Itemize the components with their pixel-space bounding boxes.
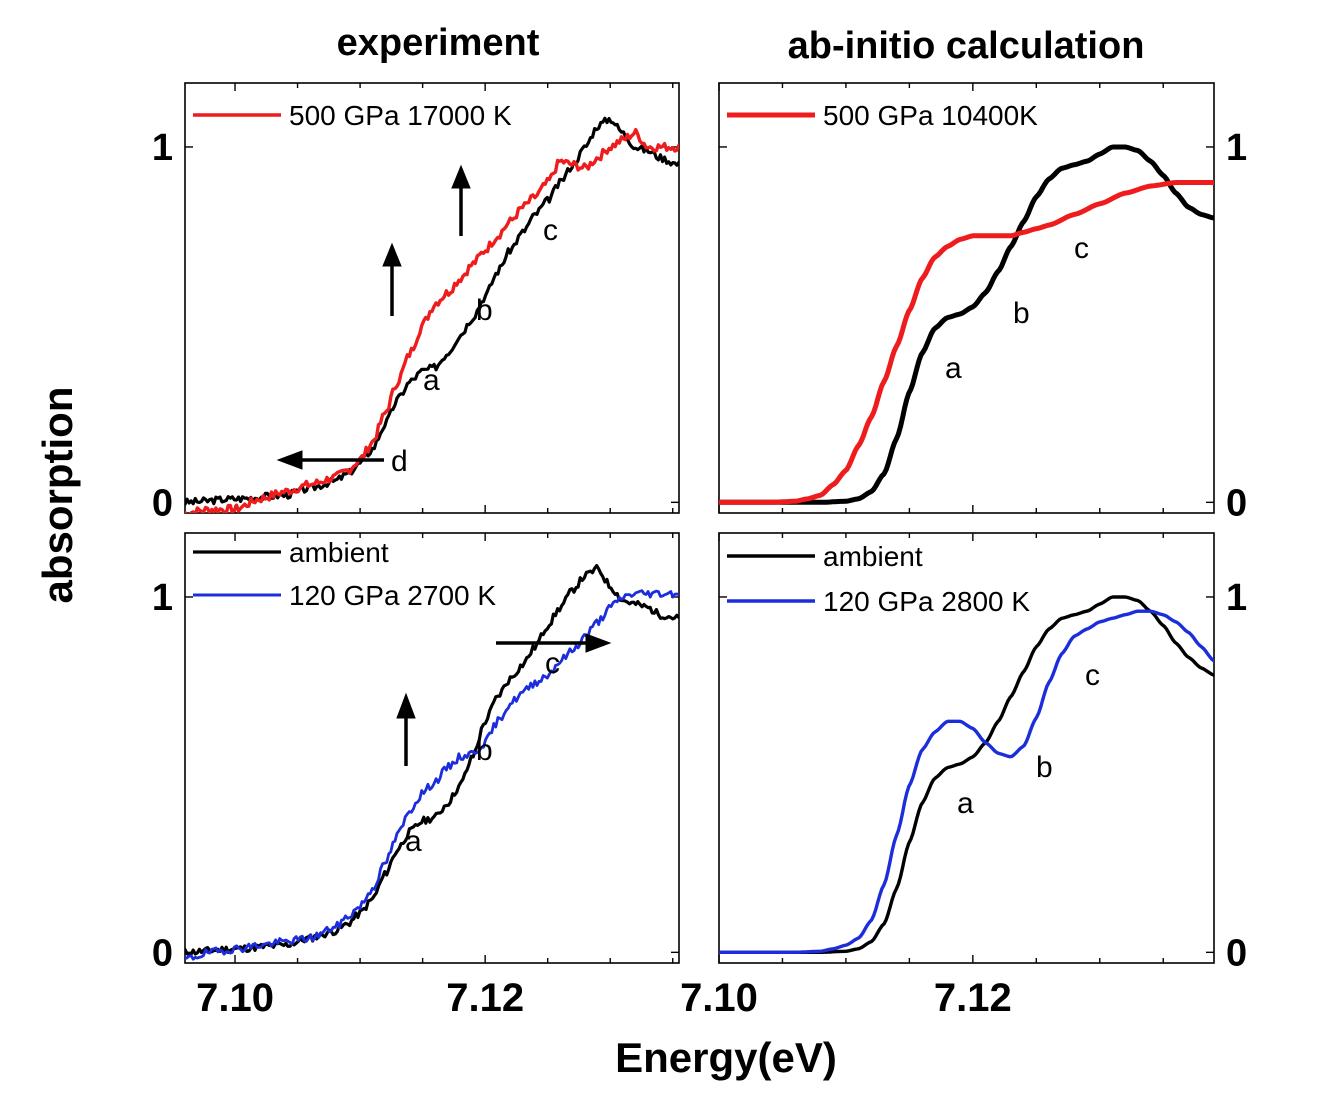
label-a-bottom-right: a <box>957 787 974 820</box>
label-b-bottom-right: b <box>1036 751 1053 784</box>
legend-label: ambient <box>289 537 389 568</box>
arrow-annotations <box>276 164 612 766</box>
series-line-500-gpa-10400k <box>719 180 1214 505</box>
x-axis-label: Energy(eV) <box>615 1034 837 1081</box>
arrow-left-d-head <box>276 450 303 470</box>
arrow-up-a-head <box>382 242 402 267</box>
series-line-reference <box>185 116 679 506</box>
label-c-bottom-right: c <box>1085 659 1100 692</box>
series-line-ambient <box>719 595 1214 954</box>
label-c-bottom-left: c <box>545 647 560 680</box>
panel-bottom-right-frame <box>718 532 1215 964</box>
x-tick-label: 7.10 <box>680 976 758 1020</box>
label-b-top-right: b <box>1013 297 1030 330</box>
series-line-120-gpa-2800-k <box>719 609 1214 954</box>
legend-label: 120 GPa 2800 K <box>823 586 1030 617</box>
legend-label: ambient <box>823 541 923 572</box>
peak-labels: a b c d a b c a b c a b c <box>391 214 1100 858</box>
panel-bottom-left-frame <box>184 532 680 964</box>
x-tick-label: 7.10 <box>196 976 274 1020</box>
label-c-top-right: c <box>1074 232 1089 265</box>
legend-layer: 500 GPa 17000 K 500 GPa 10400K ambient 120 … <box>193 100 1038 617</box>
label-a-top-left: a <box>423 364 440 397</box>
panel-top-left-series <box>185 116 679 513</box>
right-column-title: ab-initio calculation <box>788 25 1145 67</box>
panel-top-right-series <box>719 144 1214 505</box>
y-tick-label: 1 <box>1226 577 1247 619</box>
arrow-up-b-head <box>451 164 471 189</box>
label-b-top-left: b <box>476 294 493 327</box>
panel-top-right-frame <box>718 82 1215 514</box>
y-tick-label: 0 <box>152 932 173 974</box>
label-c-top-left: c <box>543 214 558 247</box>
panel-bottom-left-series <box>185 563 679 961</box>
legend-label: 500 GPa 17000 K <box>289 100 512 131</box>
series-line-reference <box>719 144 1214 505</box>
series-line-500-gpa-17000-k <box>185 127 679 513</box>
y-tick-label: 0 <box>152 482 173 524</box>
label-a-bottom-left: a <box>405 825 422 858</box>
label-d-top-left: d <box>391 445 408 478</box>
series-line-ambient <box>185 563 679 957</box>
y-tick-label: 0 <box>1226 482 1247 524</box>
x-tick-label: 7.12 <box>934 976 1012 1020</box>
panel-top-left-frame <box>184 82 680 514</box>
x-tick-label: 7.12 <box>446 976 524 1020</box>
y-tick-label: 1 <box>1226 127 1247 169</box>
tick-layer: 0 1 0 1 7.10 7.12 0 1 7.10 7.12 0 1 <box>152 83 1247 1020</box>
arrow-right-c-head <box>585 633 612 653</box>
legend-label: 120 GPa 2700 K <box>289 580 496 611</box>
panel-bottom-right-series <box>719 595 1214 954</box>
arrow-up-bottom-head <box>396 692 416 719</box>
legend-label: 500 GPa 10400K <box>823 100 1038 131</box>
y-tick-label: 1 <box>152 577 173 619</box>
series-layer <box>185 116 1214 961</box>
left-column-title: experiment <box>337 22 540 64</box>
y-tick-label: 1 <box>152 127 173 169</box>
y-axis-label: absorption <box>34 387 81 604</box>
series-line-120-gpa-2700-k <box>185 589 679 961</box>
label-b-bottom-left: b <box>476 734 493 767</box>
label-a-top-right: a <box>945 352 962 385</box>
y-tick-label: 0 <box>1226 932 1247 974</box>
